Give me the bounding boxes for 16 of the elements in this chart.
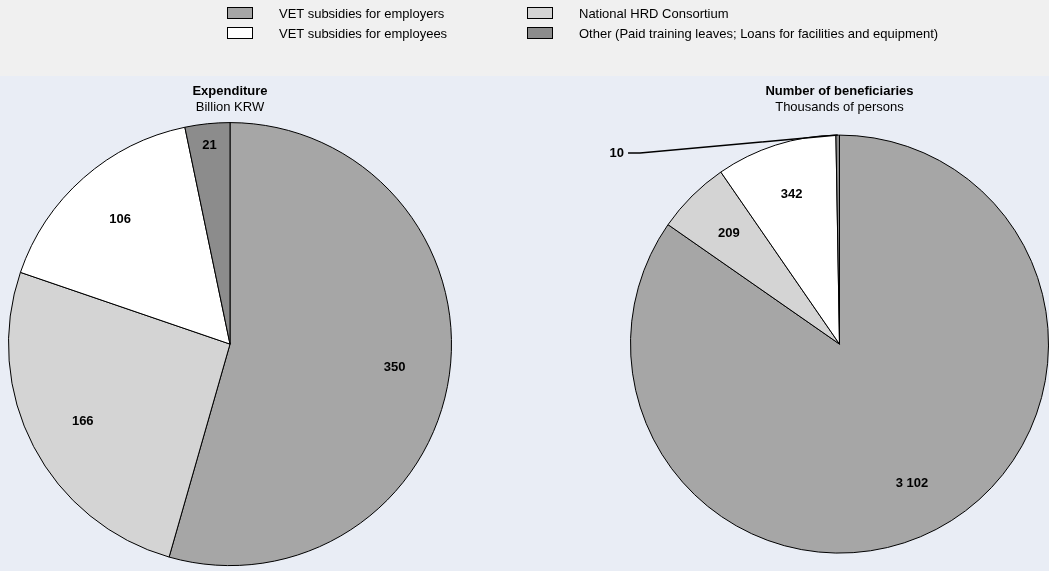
text: Expenditure [192, 83, 268, 99]
legend-label: VET subsidies for employers [279, 5, 445, 21]
chart-title: Number of beneficiaries [765, 83, 914, 99]
data-label: 209 [718, 224, 740, 240]
data-label: 166 [71, 412, 94, 428]
data-label: 3 102 [895, 474, 929, 490]
data-label: 106 [109, 211, 131, 227]
legend-label: National HRD Consortium [579, 5, 729, 21]
data-label: 350 [383, 358, 406, 374]
data-label: 342 [780, 186, 803, 202]
text: Billion KRW [195, 98, 265, 114]
data-label: 21 [202, 137, 217, 153]
data-label: 10 [609, 144, 625, 160]
legend-label: VET subsidies for employees [279, 25, 448, 41]
chart-subtitle: Thousands of persons [775, 98, 905, 114]
legend-label: Other (Paid training leaves; Loans for facilities and equipment) [579, 25, 939, 41]
